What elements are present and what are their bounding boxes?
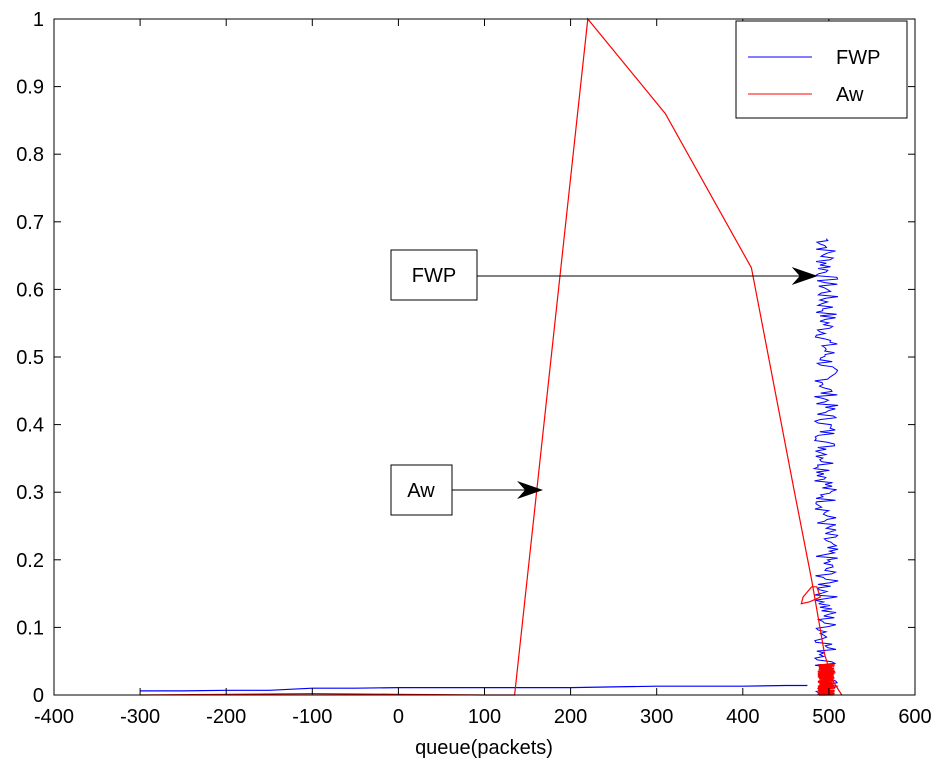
x-tick-label: 200 xyxy=(554,706,587,728)
annotation-fwp: FWP xyxy=(390,249,818,301)
x-tick-label: -200 xyxy=(206,706,246,728)
y-tick-label: 0 xyxy=(33,685,44,707)
y-tick-label: 0.3 xyxy=(16,482,44,504)
x-tick-label: -400 xyxy=(34,706,74,728)
legend-label-aw: Aw xyxy=(836,84,864,106)
axes-layer xyxy=(53,18,916,696)
y-tick-label: 0.9 xyxy=(16,77,44,99)
series-aw xyxy=(140,17,843,696)
annotation-aw-arrowhead xyxy=(517,481,544,499)
x-tick-label: -300 xyxy=(120,706,160,728)
legend-box xyxy=(735,20,908,119)
legend-label-fwp: FWP xyxy=(836,47,880,69)
annotation-fwp-text: FWP xyxy=(412,265,456,287)
annotation-fwp-box xyxy=(390,249,478,301)
annotation-fwp-arrowhead xyxy=(791,267,818,285)
y-tick-label: 0.8 xyxy=(16,144,44,166)
annotation-aw: Aw xyxy=(390,464,544,516)
y-tick-label: 1 xyxy=(33,9,44,31)
series-line-aw xyxy=(140,17,843,696)
x-axis-label: queue(packets) xyxy=(415,737,553,759)
x-tick-label: 500 xyxy=(812,706,845,728)
y-tick-label: 0.6 xyxy=(16,279,44,301)
y-tick-labels: 0 0.1 0.2 0.3 0.4 0.5 0.6 0.7 0.8 0.9 1 xyxy=(16,9,44,707)
x-tick-labels: -400 -300 -200 -100 0 100 200 300 400 500 600 xyxy=(34,706,932,728)
y-tick-label: 0.7 xyxy=(16,212,44,234)
annotation-aw-text: Aw xyxy=(407,480,435,502)
x-tick-label: 300 xyxy=(640,706,673,728)
x-tick-label: 100 xyxy=(468,706,501,728)
legend: FWP Aw xyxy=(735,20,908,119)
y-tick-label: 0.1 xyxy=(16,617,44,639)
series-fwp xyxy=(140,238,839,696)
y-tick-label: 0.5 xyxy=(16,347,44,369)
y-tick-label: 0.2 xyxy=(16,550,44,572)
series-cluster-aw-dense xyxy=(817,663,836,696)
x-tick-label: 0 xyxy=(393,706,404,728)
annotation-aw-box xyxy=(390,464,453,516)
x-tick-label: -100 xyxy=(292,706,332,728)
series-line-fwp xyxy=(140,684,808,692)
plot-layer xyxy=(140,17,843,696)
series-loop-aw xyxy=(800,586,822,605)
y-tick-label: 0.4 xyxy=(16,415,44,437)
x-tick-label: 400 xyxy=(726,706,759,728)
series-cluster-fwp xyxy=(812,238,839,696)
x-tick-label: 600 xyxy=(898,706,931,728)
